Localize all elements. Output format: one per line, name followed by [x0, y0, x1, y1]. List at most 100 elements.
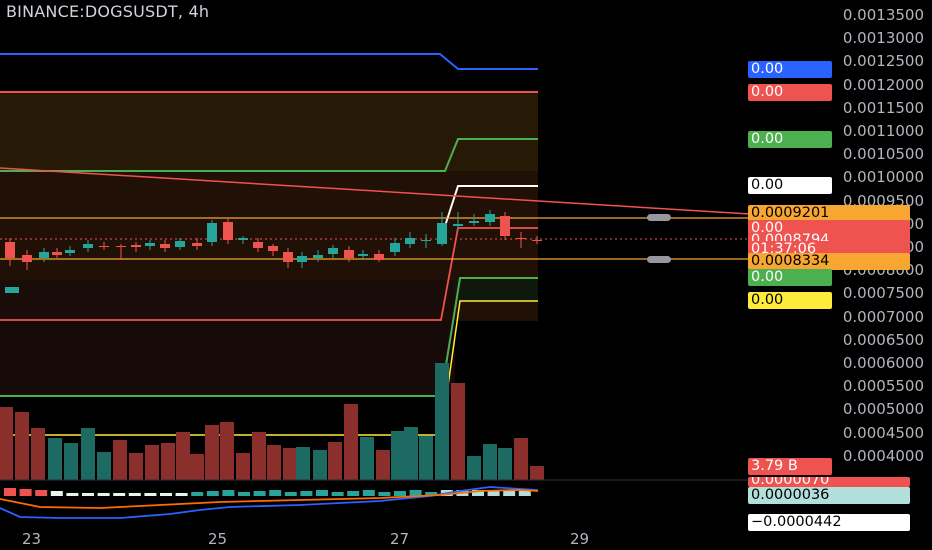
macd-hist-bar	[82, 493, 94, 496]
volume-bar	[0, 407, 13, 480]
candle-body	[344, 250, 354, 258]
drag-handle-lower[interactable]	[647, 256, 671, 263]
volume-bar	[81, 428, 95, 480]
orange-upper-tag: 0.0009201	[748, 205, 910, 222]
symbol-title[interactable]: BINANCE:DOGSUSDT, 4h	[6, 2, 210, 21]
macd-hist-bar	[19, 489, 32, 496]
macd-hist-bar	[503, 490, 516, 496]
price-axis-label: 0.0011500	[842, 98, 924, 117]
volume-bar	[530, 466, 544, 480]
candle-body	[421, 240, 431, 241]
price-axis-label: 0.0007500	[842, 284, 924, 303]
green-lower-line	[0, 277, 538, 397]
volume-bar	[205, 425, 219, 480]
price-axis-label: 0.0007000	[842, 307, 924, 326]
red-trendline	[0, 167, 751, 215]
macd-hist-bar	[472, 490, 484, 496]
volume-bar	[498, 448, 512, 480]
volume-bars	[0, 363, 544, 480]
candle-body	[268, 246, 278, 251]
candle-body	[516, 238, 526, 239]
volume-bar	[435, 363, 449, 480]
volume-bar	[391, 431, 405, 480]
candle-body	[131, 245, 141, 247]
candle-body	[374, 254, 384, 260]
price-axis-label: 0.0004500	[842, 423, 924, 442]
volume-bar	[404, 427, 418, 480]
macd-hist-bar	[238, 492, 250, 496]
macd-hist-bar	[425, 492, 438, 496]
candle-body	[253, 242, 263, 248]
macd-hist-bar	[284, 492, 297, 496]
red-mid-line	[0, 227, 538, 321]
candle-body	[192, 243, 202, 246]
upper-zone-fill	[0, 92, 538, 171]
macd-hist-bar	[160, 493, 172, 496]
volume-bar	[31, 428, 45, 480]
macd-hist-bar	[175, 493, 188, 496]
macd-hist-bar	[518, 490, 531, 496]
volume-bar	[296, 447, 310, 480]
candle-body	[297, 256, 307, 262]
volume-tag: 3.79 B	[748, 458, 832, 475]
volume-bar	[483, 444, 497, 480]
candle-body	[328, 248, 338, 254]
volume-bar	[97, 452, 111, 480]
candle-body	[175, 241, 185, 247]
time-axis-label: 23	[22, 530, 42, 548]
volume-bar	[15, 412, 29, 480]
time-axis-label: 29	[570, 530, 590, 548]
macd-hist-bar	[394, 491, 406, 496]
macd-hist-bar	[253, 491, 266, 496]
blue-line	[0, 53, 538, 70]
green-upper-tag: 0.00	[748, 131, 832, 148]
volume-bar	[176, 432, 190, 480]
price-axis-label: 0.0005000	[842, 400, 924, 419]
macd-hist-bar	[113, 493, 126, 496]
candle-body	[437, 223, 447, 244]
price-axis-label: 0.0012500	[842, 52, 924, 71]
macd-hist-bar	[144, 493, 157, 496]
drag-handle-upper[interactable]	[647, 214, 671, 221]
volume-bar	[145, 445, 159, 480]
green-lower-tag: 0.00	[748, 269, 832, 286]
price-axis-label: 0.0013000	[842, 29, 924, 48]
macd-hist-bar	[409, 490, 422, 496]
macd-red-tag: 0.0000070	[748, 477, 910, 487]
price-axis-label: 0.0005500	[842, 377, 924, 396]
macd-hist-bar	[50, 491, 63, 496]
volume-bar	[190, 454, 204, 480]
candle-body	[390, 243, 400, 252]
volume-bar	[328, 442, 342, 480]
right-zone-fill	[455, 280, 538, 300]
volume-bar	[236, 453, 250, 480]
price-axis-label: 0.0006500	[842, 330, 924, 349]
volume-bar	[252, 432, 266, 480]
macd-pane	[0, 486, 539, 519]
orange-lower-tag: 0.0008334	[748, 253, 910, 270]
signal-line	[0, 489, 539, 509]
volume-bar	[64, 443, 78, 480]
macd-hist-bar	[191, 492, 204, 496]
macd-hist-bar	[362, 490, 375, 496]
lower-zone-fill	[0, 280, 455, 396]
volume-bar	[313, 450, 327, 480]
volume-bar	[376, 450, 390, 480]
candle-body	[283, 252, 293, 262]
macd-hist-bar	[300, 491, 313, 496]
price-axis-label: 0.0013500	[842, 6, 924, 24]
macd-hist-bar	[66, 493, 79, 496]
candle-body	[313, 255, 323, 258]
candle-body	[223, 222, 233, 240]
time-axis-label: 27	[390, 530, 410, 548]
candle-body	[485, 214, 495, 222]
candle-body	[5, 242, 15, 258]
candle-body	[5, 287, 19, 293]
candle-body	[52, 252, 62, 255]
macd-hist-bar	[487, 490, 500, 496]
price-axis-label: 0.0004000	[842, 446, 924, 465]
price-axis-label: 0.0010000	[842, 168, 924, 187]
macd-hist-bar	[97, 493, 110, 496]
candle-body	[145, 243, 155, 246]
